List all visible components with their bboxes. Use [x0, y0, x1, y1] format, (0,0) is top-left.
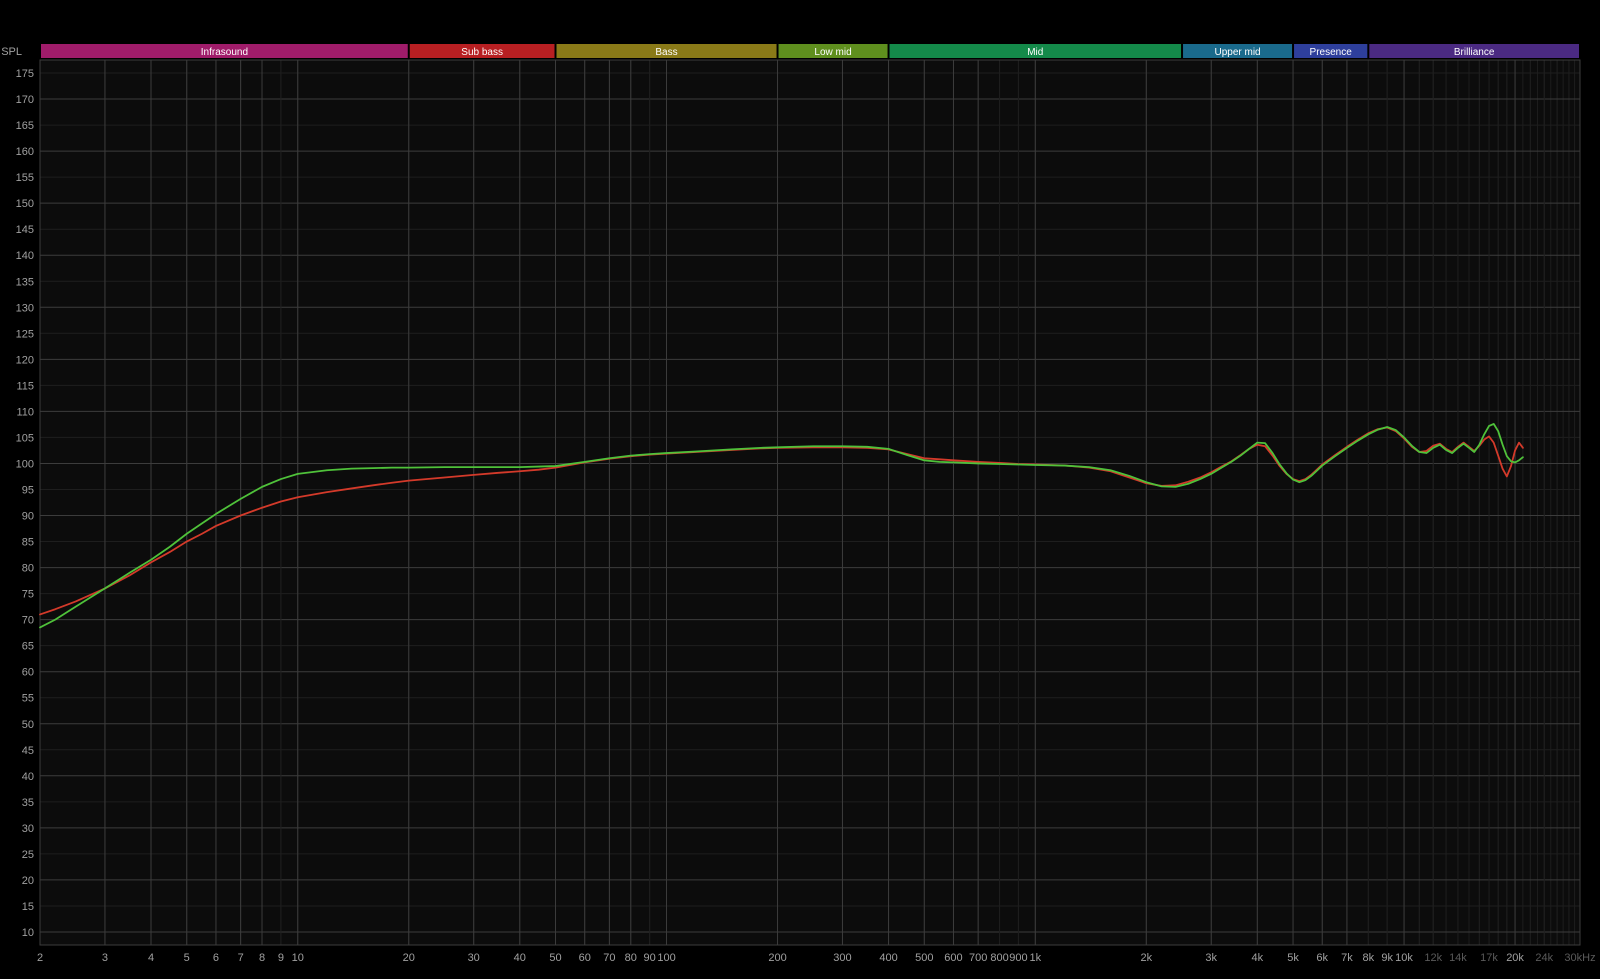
y-tick-label: 155 — [16, 172, 34, 184]
x-tick-label: 30kHz — [1564, 952, 1595, 964]
x-tick-label: 1k — [1029, 952, 1041, 964]
band-label-mid: Mid — [1027, 47, 1043, 58]
x-tick-label: 14k — [1449, 952, 1467, 964]
y-tick-label: 145 — [16, 224, 34, 236]
y-tick-label: 120 — [16, 354, 34, 366]
x-tick-label: 300 — [833, 952, 851, 964]
x-tick-label: 6k — [1316, 952, 1328, 964]
x-tick-label: 70 — [603, 952, 615, 964]
x-tick-label: 12k — [1424, 952, 1442, 964]
y-tick-label: 150 — [16, 198, 34, 210]
x-tick-label: 4 — [148, 952, 154, 964]
band-label-low-mid: Low mid — [814, 47, 851, 58]
x-tick-label: 50 — [549, 952, 561, 964]
y-tick-label: 95 — [22, 484, 34, 496]
band-label-bass: Bass — [655, 47, 677, 58]
x-tick-label: 900 — [1009, 952, 1027, 964]
y-tick-label: 80 — [22, 563, 34, 575]
x-tick-label: 800 — [990, 952, 1008, 964]
x-tick-label: 4k — [1251, 952, 1263, 964]
band-label-sub-bass: Sub bass — [461, 47, 503, 58]
x-tick-label: 6 — [213, 952, 219, 964]
y-tick-label: 60 — [22, 667, 34, 679]
x-tick-label: 8 — [259, 952, 265, 964]
y-tick-label: 50 — [22, 719, 34, 731]
x-tick-label: 8k — [1363, 952, 1375, 964]
band-label-brilliance: Brilliance — [1454, 47, 1495, 58]
y-tick-label: 90 — [22, 511, 34, 523]
x-tick-label: 30 — [468, 952, 480, 964]
x-tick-label: 80 — [625, 952, 637, 964]
y-tick-label: 125 — [16, 328, 34, 340]
frequency-response-chart: Infrasound Sub bass Bass Low mid Mid Upper mi… — [0, 0, 1600, 979]
band-label-upper-mid: Upper mid — [1214, 47, 1260, 58]
y-tick-label: 65 — [22, 641, 34, 653]
x-tick-label: 10 — [292, 952, 304, 964]
x-tick-label: 20k — [1506, 952, 1524, 964]
y-axis-label: SPL — [1, 46, 22, 58]
x-tick-label: 9 — [278, 952, 284, 964]
x-tick-label: 100 — [657, 952, 675, 964]
chart-container: Meze Empyrean II InfrasoundSub bassBassL… — [0, 0, 1600, 979]
y-tick-label: 105 — [16, 432, 34, 444]
y-tick-label: 85 — [22, 537, 34, 549]
y-tick-label: 165 — [16, 120, 34, 132]
x-tick-label: 600 — [944, 952, 962, 964]
y-tick-label: 75 — [22, 589, 34, 601]
x-tick-label: 400 — [879, 952, 897, 964]
y-tick-label: 170 — [16, 94, 34, 106]
y-tick-label: 110 — [16, 406, 34, 418]
y-tick-label: 15 — [22, 901, 34, 913]
x-tick-label: 9k — [1381, 952, 1393, 964]
y-tick-label: 135 — [16, 276, 34, 288]
x-tick-label: 17k — [1480, 952, 1498, 964]
x-tick-label: 20 — [403, 952, 415, 964]
y-tick-label: 40 — [22, 771, 34, 783]
x-tick-label: 7 — [238, 952, 244, 964]
x-tick-label: 5k — [1287, 952, 1299, 964]
x-tick-label: 24k — [1535, 952, 1553, 964]
y-tick-label: 70 — [22, 615, 34, 627]
y-tick-label: 20 — [22, 875, 34, 887]
y-tick-label: 115 — [16, 380, 34, 392]
y-tick-label: 10 — [22, 927, 34, 939]
y-tick-label: 100 — [16, 458, 34, 470]
y-tick-label: 35 — [22, 797, 34, 809]
band-label-presence: Presence — [1310, 47, 1353, 58]
y-tick-label: 25 — [22, 849, 34, 861]
y-tick-label: 30 — [22, 823, 34, 835]
x-tick-label: 3 — [102, 952, 108, 964]
x-tick-label: 500 — [915, 952, 933, 964]
x-tick-label: 5 — [184, 952, 190, 964]
y-tick-label: 45 — [22, 745, 34, 757]
x-tick-label: 3k — [1205, 952, 1217, 964]
x-tick-label: 7k — [1341, 952, 1353, 964]
x-tick-label: 700 — [969, 952, 987, 964]
x-tick-label: 2 — [37, 952, 43, 964]
x-tick-label: 90 — [644, 952, 656, 964]
x-tick-label: 2k — [1140, 952, 1152, 964]
y-tick-label: 130 — [16, 302, 34, 314]
x-tick-label: 200 — [768, 952, 786, 964]
x-tick-label: 60 — [579, 952, 591, 964]
y-tick-label: 55 — [22, 693, 34, 705]
band-label-infrasound: Infrasound — [201, 47, 248, 58]
y-tick-label: 160 — [16, 146, 34, 158]
x-tick-label: 10k — [1395, 952, 1413, 964]
y-tick-label: 175 — [16, 68, 34, 80]
x-tick-label: 40 — [514, 952, 526, 964]
y-tick-label: 140 — [16, 250, 34, 262]
